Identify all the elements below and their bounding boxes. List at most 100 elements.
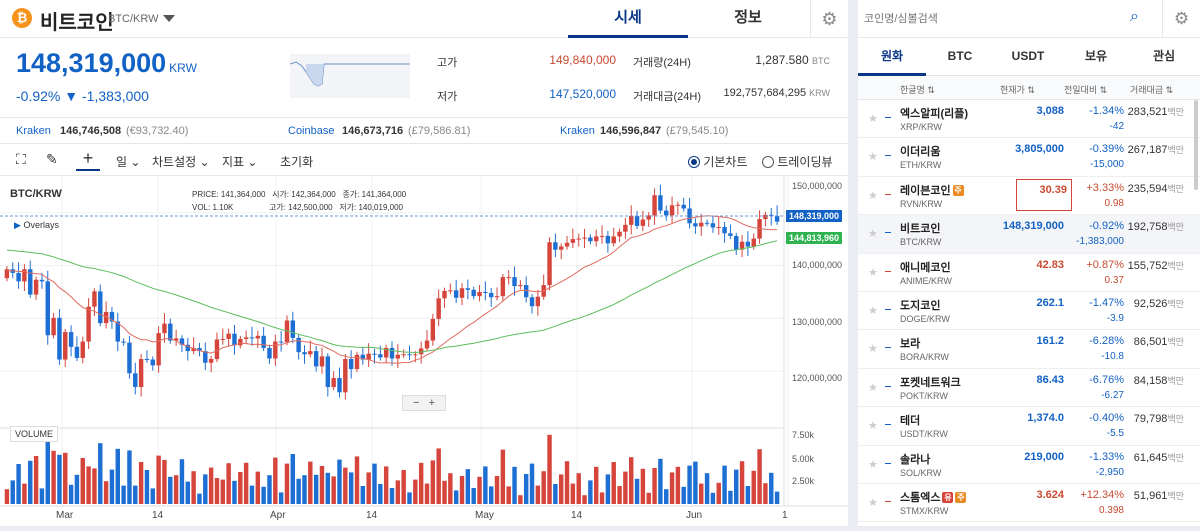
coin-symbol: BTC/KRW xyxy=(900,237,942,248)
tab-favorites[interactable]: 관심 xyxy=(1152,49,1176,63)
basic-chart-radio[interactable]: 기본차트 xyxy=(688,153,748,170)
tab-holdings[interactable]: 보유 xyxy=(1084,49,1108,63)
coin-row[interactable]: ★ 포켓네트워크 POKT/KRW 86.43 -6.76% -6.27 84,158백만 xyxy=(858,369,1200,408)
interval-select[interactable]: 일 ⌄ xyxy=(116,155,141,169)
volume-bar xyxy=(354,456,360,504)
star-icon[interactable]: ★ xyxy=(868,343,878,356)
coin-price: 30.39 xyxy=(1016,178,1072,211)
candle xyxy=(553,242,558,250)
trend-marker xyxy=(885,308,891,310)
sort-name[interactable]: 한글명 ⇅ xyxy=(900,85,935,95)
star-icon[interactable]: ★ xyxy=(868,113,878,125)
candle xyxy=(378,354,383,358)
candle xyxy=(424,340,430,349)
candle xyxy=(354,354,360,370)
coin-row[interactable]: ★ 테더 USDT/KRW 1,374.0 -0.40% -5.5 79,798백만 xyxy=(858,407,1200,446)
star-icon[interactable]: ★ xyxy=(868,151,878,164)
tab-krw[interactable]: 원화 xyxy=(858,38,926,76)
candle xyxy=(535,296,541,307)
coin-row[interactable]: ★ 솔라나 SOL/KRW 219,000 -1.33% -2,950 61,645백만 xyxy=(858,446,1200,484)
candle xyxy=(348,359,354,370)
gear-icon[interactable]: ⚙ xyxy=(1162,0,1200,38)
volume-bar xyxy=(383,466,389,504)
candle xyxy=(150,359,155,366)
crosshair-icon[interactable]: + xyxy=(76,148,100,171)
volume-bar xyxy=(570,483,576,504)
fullscreen-icon[interactable]: ⛶ xyxy=(16,151,26,167)
volume-bar xyxy=(173,475,179,504)
tradingview-radio[interactable]: 트레이딩뷰 xyxy=(762,153,833,170)
scrollbar[interactable] xyxy=(1194,100,1198,190)
coin-row[interactable]: ★ 레이븐코인 주 RVN/KRW 30.39 +3.33% 0.98 235,594백만 xyxy=(858,177,1200,216)
pencil-icon[interactable]: ✎ xyxy=(46,151,58,167)
volume-bar xyxy=(722,465,727,504)
volume-bar xyxy=(360,486,366,504)
star-icon[interactable]: ★ xyxy=(868,228,878,241)
candle xyxy=(203,351,208,363)
coin-row[interactable]: ★ 스톰엑스 유 주 STMX/KRW 3.624 +12.34% 0.398 51,961백만 xyxy=(858,484,1200,523)
star-icon[interactable]: ★ xyxy=(868,189,878,202)
coin-name: 도지코인 xyxy=(900,299,941,312)
star-icon[interactable]: ★ xyxy=(868,496,878,509)
zoom-in-button[interactable]: + xyxy=(428,397,436,409)
sort-price[interactable]: 현재가 ⇅ xyxy=(1000,85,1035,95)
coin-row[interactable]: ★ 보라 BORA/KRW 161.2 -6.28% -10.8 86,501백만 xyxy=(858,330,1200,369)
star-icon[interactable]: ★ xyxy=(868,304,878,317)
chart-settings-menu[interactable]: 차트설정 ⌄ xyxy=(152,155,210,169)
candle xyxy=(623,224,628,232)
coin-price: 262.1 xyxy=(1036,296,1064,309)
coin-search: ⌕ ⚙ xyxy=(858,0,1200,38)
candle xyxy=(430,318,436,341)
coin-row[interactable]: ★ 도지코인 DOGE/KRW 262.1 -1.47% -3.9 92,526백만 xyxy=(858,292,1200,331)
exchange-fx: (€93,732.40) xyxy=(126,125,189,137)
overlays-toggle[interactable]: ▶ Overlays xyxy=(14,220,59,230)
volume-bar xyxy=(68,484,74,504)
candlestick-chart[interactable] xyxy=(0,176,848,526)
volume-bar xyxy=(10,480,15,504)
star-icon[interactable]: ★ xyxy=(868,266,878,279)
coin-change-pct: -1.33% xyxy=(1089,450,1124,463)
volume-bar xyxy=(313,474,319,504)
column-header: 한글명 ⇅ 현재가 ⇅ 전일대비 ⇅ 거래대금 ⇅ xyxy=(858,76,1200,100)
candle xyxy=(658,195,663,211)
coin-change-abs: 0.98 xyxy=(1104,197,1124,209)
candle xyxy=(308,351,313,355)
chevron-down-icon[interactable] xyxy=(163,15,175,22)
candle xyxy=(471,289,476,297)
candle xyxy=(564,242,570,247)
trend-marker xyxy=(885,117,891,118)
volume-bar xyxy=(156,455,161,504)
coin-row[interactable]: ★ 애니메코인 ANIME/KRW 42.83 +0.87% 0.37 155,752백만 xyxy=(858,254,1200,292)
volume-bar xyxy=(710,492,716,504)
coin-change-abs: 0.398 xyxy=(1098,504,1124,516)
reset-button[interactable]: 초기화 xyxy=(280,155,314,169)
volume-bar xyxy=(127,450,132,504)
coin-row[interactable]: ★ 비트코인 BTC/KRW 148,319,000 -0.92% -1,383,000 1… xyxy=(858,215,1200,254)
volume-bar xyxy=(121,485,126,504)
sort-change[interactable]: 전일대비 ⇅ xyxy=(1064,85,1108,95)
coin-change-pct: -6.28% xyxy=(1089,335,1124,348)
tab-price[interactable]: 시세 xyxy=(568,0,688,38)
volume-bar xyxy=(74,474,80,504)
candle xyxy=(453,290,459,298)
sort-volume[interactable]: 거래대금 ⇅ xyxy=(1130,85,1174,95)
coin-row[interactable]: ★ 엑스알피(리플) XRP/KRW 3,088 -1.34% -42 283,521백만 xyxy=(858,100,1200,139)
star-icon[interactable]: ★ xyxy=(868,458,878,471)
gear-icon[interactable]: ⚙ xyxy=(810,0,848,38)
star-icon[interactable]: ★ xyxy=(868,420,878,433)
zoom-out-button[interactable]: − xyxy=(412,397,420,409)
star-icon[interactable]: ★ xyxy=(868,381,878,394)
zoom-control[interactable]: − + xyxy=(402,395,446,411)
tab-usdt[interactable]: USDT xyxy=(1011,49,1045,63)
coin-row[interactable]: ★ 이더리움 ETH/KRW 3,805,000 -0.39% -15,000 267,18… xyxy=(858,138,1200,177)
coin-name: 비트코인 xyxy=(40,12,114,34)
main-panel: ₿ 비트코인 BTC/KRW 시세 정보 ⚙ 148,319,000 KRW -0… xyxy=(0,0,848,526)
price-chart[interactable]: BTC/KRW ▶ Overlays PRICE: 141,364,000 시가… xyxy=(0,176,848,526)
tab-btc[interactable]: BTC xyxy=(947,49,973,63)
coin-name: 엑스알피(리플) xyxy=(900,108,969,120)
search-input[interactable] xyxy=(864,8,1114,30)
candle xyxy=(593,236,599,242)
indicators-menu[interactable]: 지표 ⌄ xyxy=(222,155,258,169)
search-icon[interactable]: ⌕ xyxy=(1130,8,1139,25)
tab-info[interactable]: 정보 xyxy=(734,9,762,26)
